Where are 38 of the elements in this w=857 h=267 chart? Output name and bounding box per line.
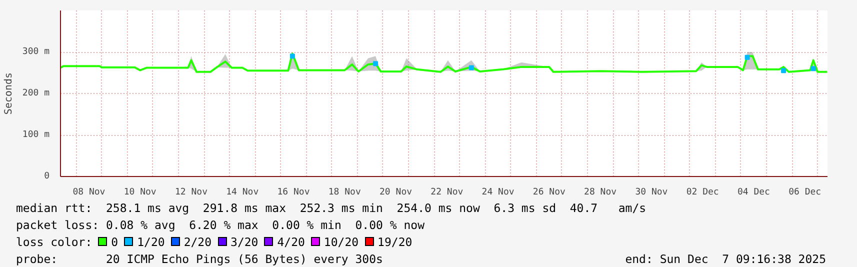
legend-label: 3/20 [230,235,258,250]
legend-label: 0 [111,235,118,250]
text: probe: 20 ICMP Echo Pings (56 Bytes) every 300s [16,252,383,266]
y-tick-label: 300 m [22,47,50,57]
y-axis-title: Seconds [3,72,14,115]
x-tick-label: 24 Nov [482,188,514,198]
point [744,54,750,60]
point [468,65,474,70]
x-tick-label: 10 Nov [124,188,156,198]
x-tick-label: 30 Nov [635,188,668,198]
x-tick-label: 28 Nov [584,188,617,198]
y-tick-label: 0 [44,172,50,182]
x-tick-label: 02 Dec [686,188,719,198]
text: packet loss: 0.08 % avg 6.20 % max 0.00 % min 0.00 % now [16,218,424,232]
x-tick-label: 14 Nov [226,188,259,198]
x-tick-label: 20 Nov [380,188,412,198]
text: loss color: [16,235,92,250]
x-tick-label: 08 Nov [72,188,106,198]
point [373,61,378,66]
legend-label: 1/20 [137,235,165,250]
point [290,54,295,59]
y-tick-label: 100 m [22,130,50,140]
legend-label: 19/20 [378,235,412,250]
point [810,66,816,72]
x-tick-label: 06 Dec [788,188,822,198]
x-tick-label: 22 Nov [430,188,464,198]
legend-label: 10/20 [324,235,359,250]
x-tick-label: 18 Nov [328,188,361,198]
text: median rtt: 258.1 ms avg 291.8 ms max 252.3 ms min 254.0 ms now 6.3 ms sd 40.7 am/s [16,201,646,215]
point [781,68,786,74]
y-tick-label: 200 m [22,88,50,98]
x-tick-label: 26 Nov [532,188,566,198]
x-tick-label: 12 Nov [174,188,208,198]
text: end: Sun Dec 7 09:16:38 2025 [625,252,826,266]
legend-label: 4/20 [277,235,305,250]
legend-label: 2/20 [184,235,212,250]
x-tick-label: 16 Nov [277,188,310,198]
x-tick-label: 04 Dec [737,188,770,198]
